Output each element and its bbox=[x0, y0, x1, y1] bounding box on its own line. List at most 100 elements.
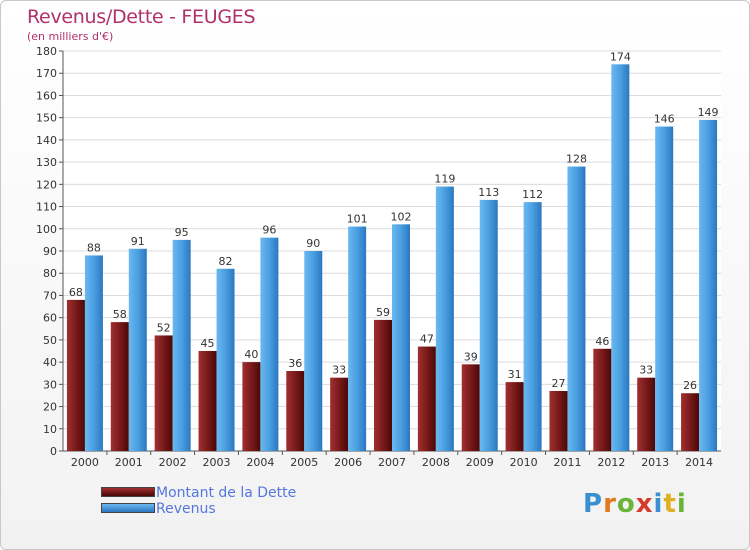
data-label-revenus: 91 bbox=[131, 235, 145, 248]
bar-dette bbox=[549, 391, 568, 451]
bar-dette bbox=[198, 351, 217, 451]
data-label-revenus: 96 bbox=[262, 224, 276, 237]
data-label-revenus: 88 bbox=[87, 241, 101, 254]
y-tick-label: 130 bbox=[36, 156, 57, 169]
x-tick-label: 2005 bbox=[290, 456, 318, 469]
proxiti-logo: Proxiti bbox=[583, 489, 687, 519]
y-tick-label: 90 bbox=[43, 245, 57, 258]
data-label-revenus: 149 bbox=[698, 106, 719, 119]
data-label-revenus: 119 bbox=[434, 173, 455, 186]
x-tick-label: 2013 bbox=[641, 456, 669, 469]
bar-revenus bbox=[84, 255, 103, 451]
x-tick-label: 2012 bbox=[597, 456, 625, 469]
x-tick-label: 2008 bbox=[422, 456, 450, 469]
bar-revenus bbox=[655, 126, 674, 452]
y-tick-label: 100 bbox=[36, 223, 57, 236]
chart-subtitle: (en milliers d'€) bbox=[27, 30, 114, 43]
bar-revenus bbox=[216, 268, 235, 451]
data-label-revenus: 174 bbox=[610, 50, 631, 63]
data-label-revenus: 146 bbox=[654, 113, 675, 126]
x-tick-label: 2004 bbox=[246, 456, 274, 469]
y-tick-label: 20 bbox=[43, 401, 57, 414]
x-tick-label: 2002 bbox=[159, 456, 187, 469]
y-tick-label: 80 bbox=[43, 267, 57, 280]
y-tick-label: 150 bbox=[36, 112, 57, 125]
data-label-dette: 33 bbox=[332, 364, 346, 377]
bar-dette bbox=[505, 382, 524, 451]
data-label-dette: 27 bbox=[551, 377, 565, 390]
x-tick-label: 2007 bbox=[378, 456, 406, 469]
data-label-revenus: 112 bbox=[522, 188, 543, 201]
y-tick-label: 120 bbox=[36, 178, 57, 191]
bar-revenus bbox=[567, 166, 586, 452]
y-tick-label: 70 bbox=[43, 289, 57, 302]
data-label-dette: 33 bbox=[639, 364, 653, 377]
data-label-revenus: 95 bbox=[175, 226, 189, 239]
y-tick-label: 140 bbox=[36, 134, 57, 147]
legend-swatch-dette bbox=[101, 487, 155, 497]
data-label-dette: 58 bbox=[113, 308, 127, 321]
y-tick-label: 50 bbox=[43, 334, 57, 347]
bar-revenus bbox=[172, 239, 191, 451]
x-tick-label: 2001 bbox=[115, 456, 143, 469]
data-label-dette: 47 bbox=[420, 333, 434, 346]
data-label-dette: 46 bbox=[595, 335, 609, 348]
data-label-dette: 40 bbox=[244, 348, 258, 361]
chart-title: Revenus/Dette - FEUGES bbox=[27, 6, 256, 28]
data-label-revenus: 128 bbox=[566, 153, 587, 166]
bar-dette bbox=[417, 346, 436, 451]
legend-label-revenus: Revenus bbox=[156, 501, 216, 517]
bar-dette bbox=[637, 377, 656, 451]
bar-revenus bbox=[392, 224, 410, 451]
bar-revenus bbox=[699, 119, 718, 451]
data-label-dette: 52 bbox=[157, 321, 171, 334]
bar-revenus bbox=[348, 226, 367, 451]
bar-dette bbox=[242, 362, 261, 451]
x-tick-label: 2014 bbox=[685, 456, 713, 469]
x-tick-label: 2006 bbox=[334, 456, 362, 469]
x-tick-label: 2009 bbox=[466, 456, 494, 469]
y-tick-label: 0 bbox=[50, 445, 57, 458]
data-label-revenus: 90 bbox=[306, 237, 320, 250]
x-tick-label: 2011 bbox=[553, 456, 581, 469]
bar-revenus bbox=[479, 199, 498, 451]
bar-revenus bbox=[304, 251, 323, 451]
data-label-dette: 59 bbox=[376, 306, 390, 319]
x-tick-label: 2003 bbox=[203, 456, 231, 469]
legend-label-dette: Montant de la Dette bbox=[156, 485, 297, 501]
y-tick-label: 160 bbox=[36, 89, 57, 102]
data-label-dette: 45 bbox=[201, 337, 215, 350]
bar-revenus bbox=[611, 64, 630, 452]
bar-dette bbox=[681, 393, 700, 451]
data-label-revenus: 101 bbox=[347, 213, 368, 226]
bar-dette bbox=[286, 371, 305, 451]
x-tick-label: 2010 bbox=[510, 456, 538, 469]
data-label-revenus: 102 bbox=[391, 210, 412, 223]
y-tick-label: 170 bbox=[36, 67, 57, 80]
data-label-revenus: 113 bbox=[478, 186, 499, 199]
y-tick-label: 10 bbox=[43, 423, 57, 436]
data-label-dette: 31 bbox=[508, 368, 522, 381]
y-tick-label: 30 bbox=[43, 378, 57, 391]
bar-dette bbox=[593, 348, 612, 451]
data-label-dette: 39 bbox=[464, 350, 478, 363]
bar-dette bbox=[110, 322, 129, 451]
data-label-dette: 68 bbox=[69, 286, 83, 299]
bar-dette bbox=[66, 299, 85, 451]
bar-revenus bbox=[523, 202, 542, 451]
bar-dette bbox=[461, 364, 480, 451]
data-label-dette: 26 bbox=[683, 379, 697, 392]
bar-revenus bbox=[260, 237, 279, 451]
bar-dette bbox=[330, 377, 349, 451]
bar-revenus bbox=[435, 186, 454, 452]
data-label-dette: 36 bbox=[288, 357, 302, 370]
y-tick-label: 40 bbox=[43, 356, 57, 369]
legend-swatch-revenus bbox=[101, 503, 155, 513]
bar-revenus bbox=[128, 248, 147, 451]
y-tick-label: 60 bbox=[43, 312, 57, 325]
bar-dette bbox=[154, 335, 173, 451]
y-tick-label: 180 bbox=[36, 45, 57, 58]
data-label-revenus: 82 bbox=[219, 255, 233, 268]
